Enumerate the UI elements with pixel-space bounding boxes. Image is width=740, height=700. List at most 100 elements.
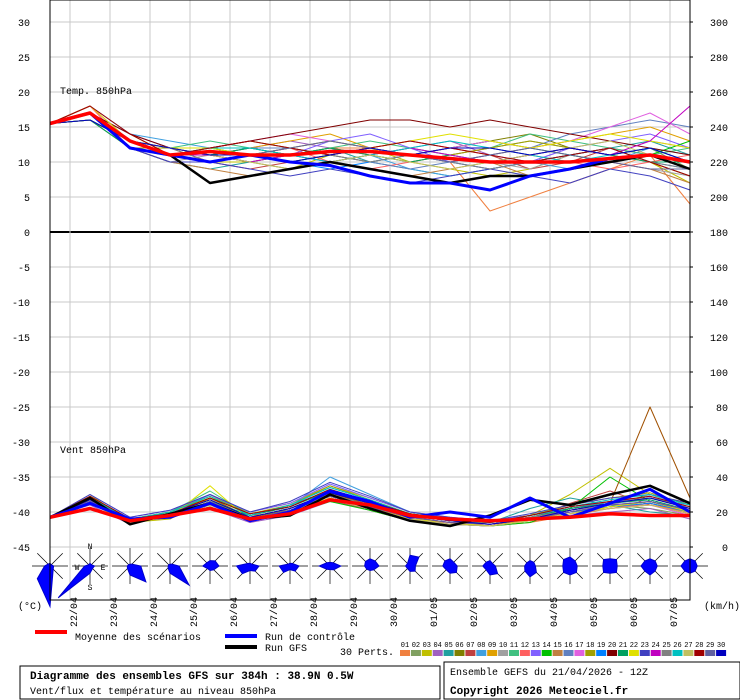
wind-rose	[126, 563, 147, 583]
rose-axis	[89, 553, 103, 567]
legend-swatch	[639, 650, 650, 656]
series-line	[49, 112, 691, 156]
legend-label: Run GFS	[265, 644, 307, 655]
y-tick-label: 25	[18, 54, 30, 65]
legend-label: 18	[586, 642, 594, 650]
legend-swatch	[552, 650, 563, 656]
legend-label: 06	[455, 642, 463, 650]
x-tick-label: 04/05	[549, 597, 561, 627]
y2-tick-label: 260	[710, 89, 728, 100]
y-tick-label: 30	[18, 19, 30, 30]
wind-rose	[235, 562, 260, 575]
y2-tick-label: 300	[710, 19, 728, 30]
y-tick-label: 5	[24, 194, 30, 205]
y-tick-label: -20	[12, 369, 30, 380]
y2-tick-label: 80	[716, 404, 728, 415]
plot-frame	[49, 0, 691, 601]
y2-tick-label: 140	[710, 299, 728, 310]
legend-label: 17	[575, 642, 583, 650]
legend-label: 25	[662, 642, 670, 650]
legend-label: 24	[651, 642, 659, 650]
legend-swatch	[683, 650, 694, 656]
legend-label: 14	[542, 642, 550, 650]
legend-swatch	[628, 650, 639, 656]
wind-rose	[640, 558, 658, 576]
rose-label: W	[75, 564, 80, 573]
plot-lines	[49, 105, 691, 528]
series-line	[49, 487, 691, 523]
rose-label: E	[101, 564, 106, 573]
wind-rose	[278, 562, 300, 574]
legend-label: Moyenne des scénarios	[75, 632, 201, 644]
y-tick-label: -25	[12, 404, 30, 415]
legend-label: 23	[641, 642, 649, 650]
legend-swatch	[574, 650, 585, 656]
wind-rose	[562, 556, 578, 576]
x-tick-label: 05/05	[589, 597, 601, 627]
wind-rose	[442, 558, 458, 574]
legend-swatch	[476, 650, 487, 656]
annotation: Vent 850hPa	[60, 445, 126, 457]
y-tick-label: 20	[18, 89, 30, 100]
legend-label: 15	[553, 642, 561, 650]
x-tick-label: 22/04	[69, 597, 81, 627]
rose-axis	[49, 553, 63, 567]
legend-label: 29	[706, 642, 714, 650]
y2-tick-label: 40	[716, 474, 728, 485]
chart-title: Diagramme des ensembles GFS sur 384h : 3…	[30, 671, 354, 683]
legend-label: 21	[619, 642, 627, 650]
wind-rose	[404, 554, 420, 572]
legend-label: 12	[521, 642, 529, 650]
y-tick-label: 0	[24, 229, 30, 240]
wind-rose	[524, 560, 537, 578]
y-tick-label: -15	[12, 334, 30, 345]
legend-label: 01	[401, 642, 409, 650]
legend-label: 07	[466, 642, 474, 650]
legend-label: 04	[433, 642, 441, 650]
legend-swatch	[618, 650, 628, 656]
legend-swatch	[585, 650, 596, 656]
wind-rose	[201, 560, 220, 572]
legend-swatch	[443, 650, 454, 656]
legend-label: 13	[532, 642, 540, 650]
legend-swatch	[563, 650, 574, 656]
legend-label: 16	[564, 642, 572, 650]
y2-tick-label: 200	[710, 194, 728, 205]
legend-swatch	[705, 650, 716, 656]
legend-swatch	[661, 650, 672, 656]
x-tick-label: 01/05	[429, 597, 441, 627]
series-line	[49, 119, 691, 163]
wind-rose	[602, 558, 618, 574]
legend-title: 30 Perts.	[340, 648, 394, 659]
legend: Moyenne des scénarios Run de contrôleRun …	[35, 630, 727, 656]
wind-rose	[482, 559, 499, 576]
series-line	[49, 111, 691, 192]
x-tick-label: 23/04	[109, 597, 121, 627]
y2-tick-label: 160	[710, 264, 728, 275]
copyright: Copyright 2026 Meteociel.fr	[450, 686, 628, 698]
legend-swatch	[509, 650, 519, 656]
legend-label: 09	[488, 642, 496, 650]
legend-label: 05	[444, 642, 452, 650]
title-box	[19, 665, 441, 700]
y2-tick-label: 100	[710, 369, 728, 380]
y2-tick-label: 240	[710, 124, 728, 135]
x-tick-label: 07/05	[669, 597, 681, 627]
series-line	[49, 111, 691, 164]
annotation: Temp. 850hPa	[60, 86, 132, 98]
legend-swatch	[596, 650, 607, 656]
legend-label: 26	[673, 642, 681, 650]
x-tick-label: 24/04	[149, 597, 161, 627]
rose-axis	[117, 553, 131, 567]
y-tick-label: -35	[12, 474, 30, 485]
y2-tick-label: 220	[710, 159, 728, 170]
labels: (°C) (km/h) Temp. 850hPa Vent 850hPa 30 …	[12, 19, 740, 659]
wind-rose	[167, 563, 191, 587]
run-label: Ensemble GEFS du 21/04/2026 - 12Z	[450, 667, 648, 679]
y2-axis-label: (km/h)	[704, 601, 740, 613]
legend-swatch	[498, 650, 509, 656]
legend-swatch	[465, 650, 476, 656]
rose-axis	[157, 553, 171, 567]
